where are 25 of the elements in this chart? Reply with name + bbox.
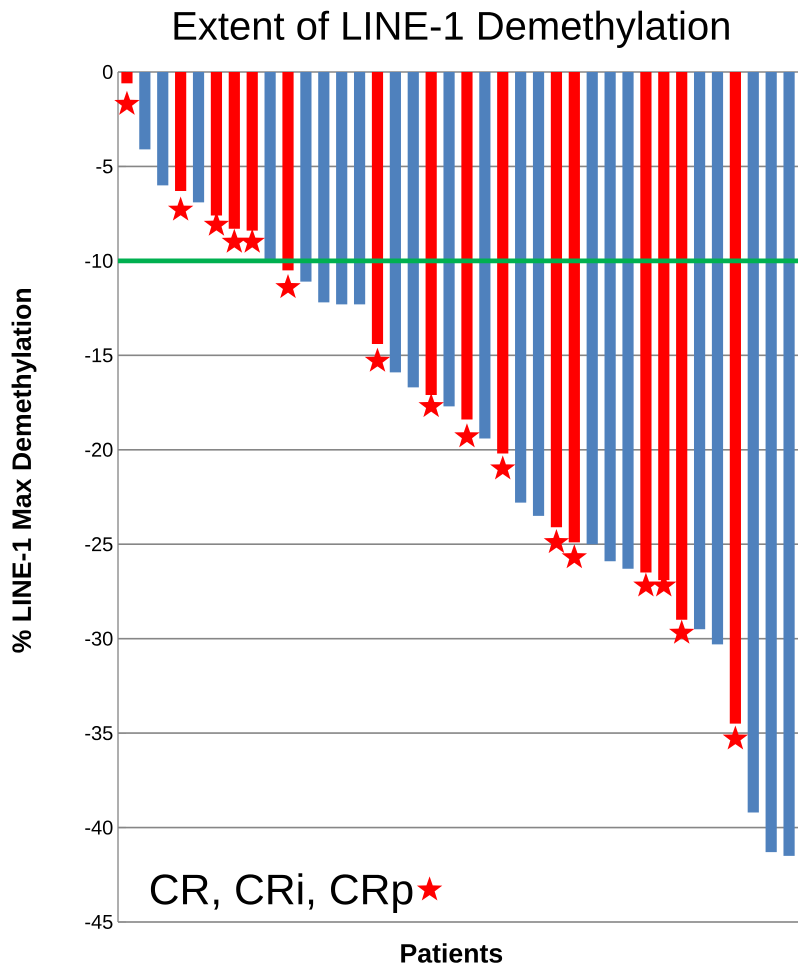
point xyxy=(454,423,480,448)
point xyxy=(168,196,194,221)
chart-title: Extent of LINE-1 Demethylation xyxy=(174,10,729,48)
y-tick-label: -20 xyxy=(85,442,112,457)
y-tick-label: -5 xyxy=(96,159,112,174)
y-tick-label: -45 xyxy=(85,915,112,929)
point xyxy=(114,90,140,115)
y-tick-label: -30 xyxy=(85,632,112,646)
point xyxy=(722,725,748,750)
point xyxy=(364,348,390,372)
y-tick-label: -40 xyxy=(85,820,112,835)
y-tick-label: 0 xyxy=(102,64,112,80)
y-axis-title: % LINE-1 Max Demethylation xyxy=(12,289,36,653)
point xyxy=(275,274,301,298)
legend-label: CR, CRi, CRp xyxy=(150,873,412,914)
point xyxy=(562,544,588,568)
point xyxy=(669,620,694,644)
y-tick-label: -25 xyxy=(85,537,112,552)
y-tick-label: -10 xyxy=(85,254,112,268)
y-tick-label: -15 xyxy=(85,348,112,362)
point xyxy=(490,455,516,480)
x-axis-title: Patients xyxy=(401,943,502,963)
point xyxy=(240,228,265,253)
y-tick-label: -35 xyxy=(85,726,112,740)
point xyxy=(544,528,570,554)
